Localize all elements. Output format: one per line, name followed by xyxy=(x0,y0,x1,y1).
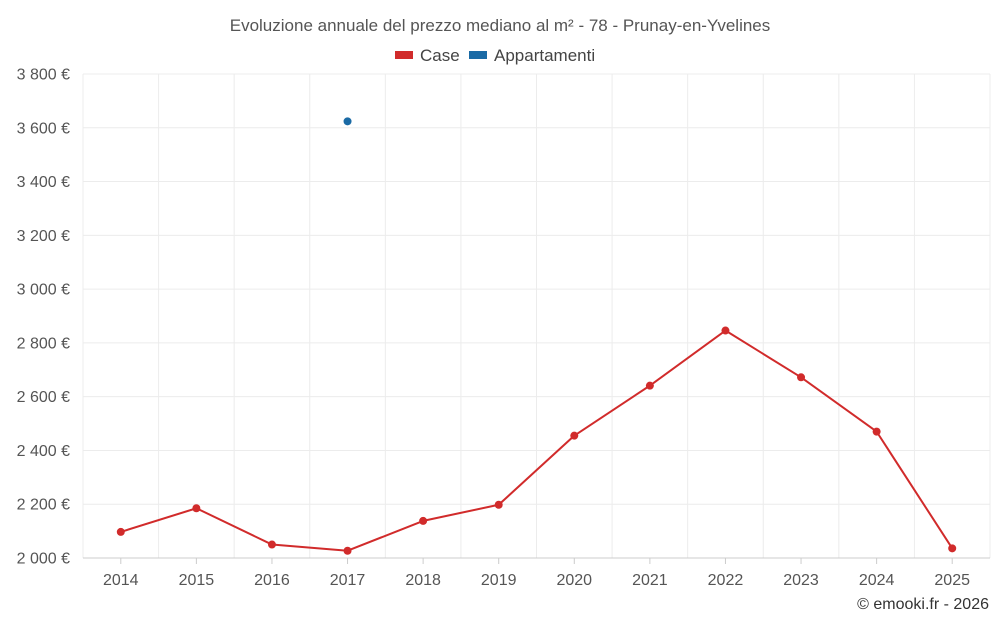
x-tick-label: 2025 xyxy=(934,572,970,589)
x-tick-label: 2023 xyxy=(783,572,819,589)
legend-label: Appartamenti xyxy=(494,46,595,65)
x-tick-label: 2015 xyxy=(179,572,215,589)
x-tick-label: 2021 xyxy=(632,572,668,589)
data-point-case[interactable] xyxy=(570,431,579,440)
legend-swatch xyxy=(395,51,413,59)
legend: Case Appartamenti xyxy=(395,46,595,65)
data-point-case[interactable] xyxy=(721,326,730,335)
data-point-case[interactable] xyxy=(797,373,806,382)
data-point-case[interactable] xyxy=(192,504,201,513)
y-tick-label: 2 800 € xyxy=(17,335,70,352)
legend-swatch xyxy=(469,51,487,59)
series-line-case xyxy=(119,329,954,552)
data-point-case[interactable] xyxy=(872,427,881,436)
data-point-case[interactable] xyxy=(494,500,503,509)
x-tick-label: 2018 xyxy=(405,572,441,589)
y-tick-label: 3 000 € xyxy=(17,282,70,299)
x-tick-label: 2017 xyxy=(330,572,366,589)
data-point-case[interactable] xyxy=(948,544,957,553)
data-point-case[interactable] xyxy=(116,527,125,536)
x-tick-label: 2014 xyxy=(103,572,139,589)
series-layer xyxy=(116,117,957,555)
legend-item-case[interactable]: Case xyxy=(395,46,460,65)
x-tick-label: 2019 xyxy=(481,572,517,589)
legend-item-appartamenti[interactable]: Appartamenti xyxy=(469,46,595,65)
chart-title: Evoluzione annuale del prezzo mediano al… xyxy=(230,16,771,35)
x-axis: 2014 2015 2016 2017 2018 2019 2020 2021 2022 2023… xyxy=(83,557,990,589)
y-tick-label: 3 800 € xyxy=(17,67,70,84)
credit-text: © emooki.fr - 2026 xyxy=(857,596,989,613)
y-tick-label: 3 200 € xyxy=(17,228,70,245)
x-tick-label: 2016 xyxy=(254,572,290,589)
y-tick-label: 2 200 € xyxy=(17,497,70,514)
x-tick-label: 2024 xyxy=(859,572,895,589)
data-point-case[interactable] xyxy=(267,540,276,549)
y-tick-label: 2 600 € xyxy=(17,389,70,406)
x-tick-label: 2020 xyxy=(556,572,592,589)
y-tick-label: 3 400 € xyxy=(17,174,70,191)
y-tick-label: 3 600 € xyxy=(17,120,70,137)
data-point-case[interactable] xyxy=(419,516,428,525)
data-point-appartamenti[interactable] xyxy=(343,117,352,126)
legend-label: Case xyxy=(420,46,460,65)
y-axis: 2 000 € 2 200 € 2 400 € 2 600 € 2 800 € 3 000… xyxy=(17,67,70,568)
data-point-case[interactable] xyxy=(343,546,352,555)
x-tick-label: 2022 xyxy=(708,572,744,589)
data-point-case[interactable] xyxy=(645,381,654,390)
grid xyxy=(82,73,991,558)
y-tick-label: 2 400 € xyxy=(17,443,70,460)
y-tick-label: 2 000 € xyxy=(17,551,70,568)
